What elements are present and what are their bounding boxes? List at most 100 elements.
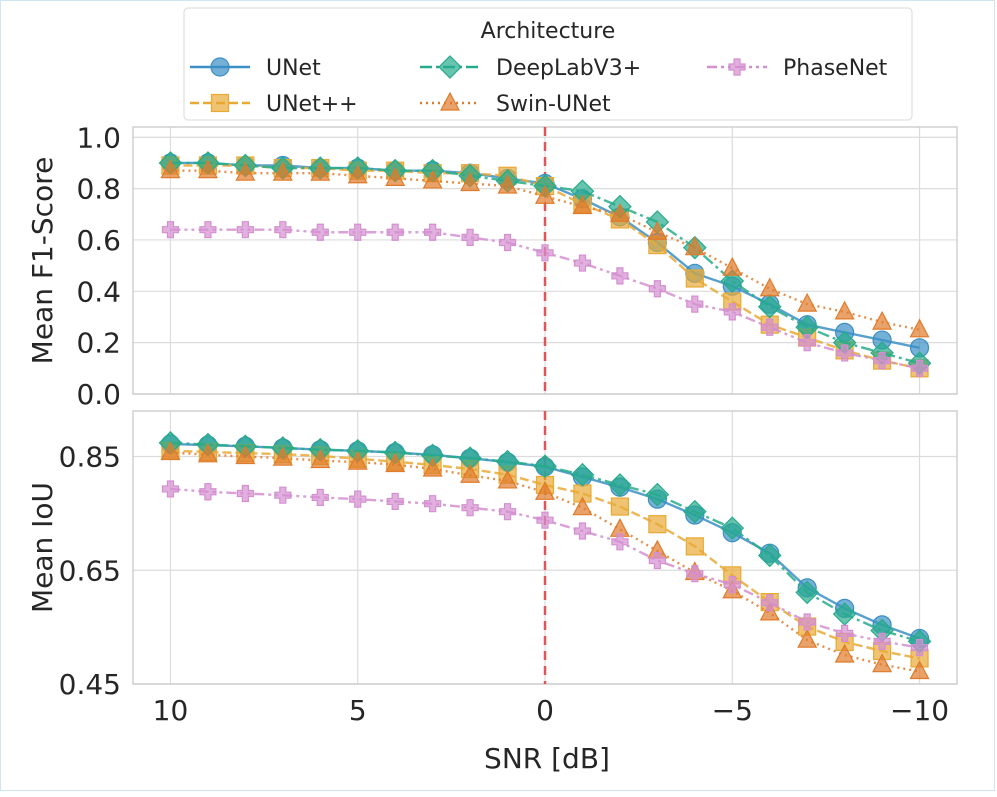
iou-series-phasenet	[161, 480, 929, 657]
iou-point-swin-unet	[460, 463, 481, 483]
iou-point-deeplabv3plus	[533, 454, 557, 479]
x-tick-label: 5	[349, 694, 367, 727]
iou-point-swin-unet	[310, 449, 331, 469]
x-tick-label: 0	[536, 694, 554, 727]
legend-label-unetplusplus: UNet++	[266, 92, 358, 117]
iou-point-deeplabv3plus	[570, 462, 595, 487]
f1-point-phasenet	[536, 244, 554, 262]
iou-point-phasenet	[311, 488, 329, 507]
f1-point-deeplabv3plus	[757, 294, 782, 319]
f1-line-swin-unet	[170, 169, 920, 331]
iou-point-phasenet	[611, 533, 629, 551]
iou-point-phasenet	[723, 575, 741, 594]
legend-entry-deeplabv3plus: DeepLabV3+	[420, 55, 641, 81]
f1-point-phasenet	[836, 344, 854, 362]
iou-point-unetplusplus	[648, 515, 667, 534]
legend-label-swin-unet: Swin-UNet	[496, 92, 611, 117]
iou-point-swin-unet	[497, 469, 518, 489]
f1-point-swin-unet	[272, 161, 293, 181]
f1-point-swin-unet	[497, 174, 518, 194]
iou-point-phasenet	[536, 511, 554, 529]
f1-point-phasenet	[611, 267, 629, 285]
f1-point-phasenet	[161, 221, 180, 239]
f1-point-phasenet	[236, 221, 254, 239]
f1-point-phasenet	[761, 318, 779, 336]
iou-point-phasenet	[873, 632, 891, 650]
legend-label-deeplabv3plus: DeepLabV3+	[496, 56, 641, 81]
iou-point-phasenet	[761, 594, 779, 612]
legend-marker-unetplusplus	[210, 93, 230, 113]
iou-point-deeplabv3plus	[720, 516, 745, 541]
f1-point-phasenet	[648, 280, 666, 298]
iou-point-swin-unet	[872, 653, 893, 673]
f1-y-tick-label: 1.0	[76, 121, 121, 154]
iou-point-deeplabv3plus	[757, 543, 782, 568]
legend-box	[183, 7, 913, 121]
x-tick-label: −10	[890, 694, 949, 727]
iou-point-swin-unet	[385, 453, 406, 473]
iou-point-deeplabv3plus	[795, 580, 820, 605]
f1-point-swin-unet	[722, 256, 743, 276]
iou-point-deeplabv3plus	[608, 473, 632, 497]
iou-point-deeplabv3plus	[645, 482, 670, 507]
iou-point-swin-unet	[909, 660, 930, 680]
f1-point-phasenet	[798, 334, 816, 352]
iou-point-swin-unet	[759, 601, 780, 621]
iou-point-deeplabv3plus	[682, 499, 707, 524]
x-tick-label: 10	[153, 694, 189, 727]
f1-score-panel: 0.0 0.2 0.4 0.6 0.8 1.0 Mean F1-Score	[26, 121, 958, 411]
f1-point-swin-unet	[834, 300, 855, 320]
legend-marker-deeplabv3plus	[438, 55, 462, 79]
f1-y-tick-label: 0.4	[76, 275, 121, 308]
iou-point-phasenet	[573, 522, 592, 540]
iou-y-axis-label: Mean IoU	[26, 482, 59, 613]
f1-point-phasenet	[723, 303, 741, 321]
iou-point-phasenet	[648, 551, 666, 570]
iou-point-phasenet	[349, 490, 367, 508]
f1-point-phasenet	[386, 223, 404, 241]
f1-point-phasenet	[910, 359, 929, 377]
iou-point-swin-unet	[422, 457, 443, 477]
f1-point-phasenet	[311, 223, 329, 241]
f1-point-swin-unet	[385, 167, 406, 186]
f1-point-phasenet	[873, 352, 891, 370]
f1-point-phasenet	[573, 254, 592, 272]
f1-point-phasenet	[461, 228, 479, 246]
iou-point-phasenet	[461, 499, 479, 517]
f1-point-swin-unet	[347, 164, 368, 184]
iou-point-phasenet	[424, 495, 442, 513]
legend-label-phasenet: PhaseNet	[783, 56, 888, 81]
f1-point-swin-unet	[684, 236, 705, 256]
iou-point-phasenet	[836, 624, 854, 642]
legend-marker-swin-unet	[440, 91, 460, 111]
legend: Architecture UNet UNet++ DeepLabV3+ Swin-UN…	[183, 7, 913, 121]
iou-point-swin-unet	[235, 445, 256, 465]
f1-point-swin-unet	[535, 185, 555, 204]
legend-label-unet: UNet	[266, 56, 321, 81]
iou-y-tick-label: 0.65	[59, 554, 121, 587]
f1-point-swin-unet	[647, 220, 668, 240]
f1-point-swin-unet	[197, 159, 218, 179]
iou-point-unetplusplus	[610, 497, 630, 516]
f1-point-phasenet	[498, 233, 517, 252]
legend-marker-unet	[210, 57, 230, 77]
f1-y-tick-label: 0.8	[76, 173, 121, 206]
f1-y-tick-label: 0.0	[76, 378, 121, 411]
f1-point-unetplusplus	[685, 269, 704, 288]
f1-point-phasenet	[424, 223, 442, 241]
iou-point-phasenet	[798, 613, 816, 631]
iou-point-swin-unet	[160, 441, 181, 461]
iou-point-phasenet	[236, 484, 254, 503]
iou-point-phasenet	[386, 492, 404, 511]
f1-point-swin-unet	[797, 292, 818, 312]
iou-point-swin-unet	[535, 481, 555, 500]
legend-entry-unet: UNet	[190, 56, 321, 81]
iou-point-unetplusplus	[685, 537, 704, 556]
f1-point-swin-unet	[422, 169, 443, 189]
f1-point-swin-unet	[460, 172, 481, 192]
f1-point-phasenet	[349, 223, 367, 241]
